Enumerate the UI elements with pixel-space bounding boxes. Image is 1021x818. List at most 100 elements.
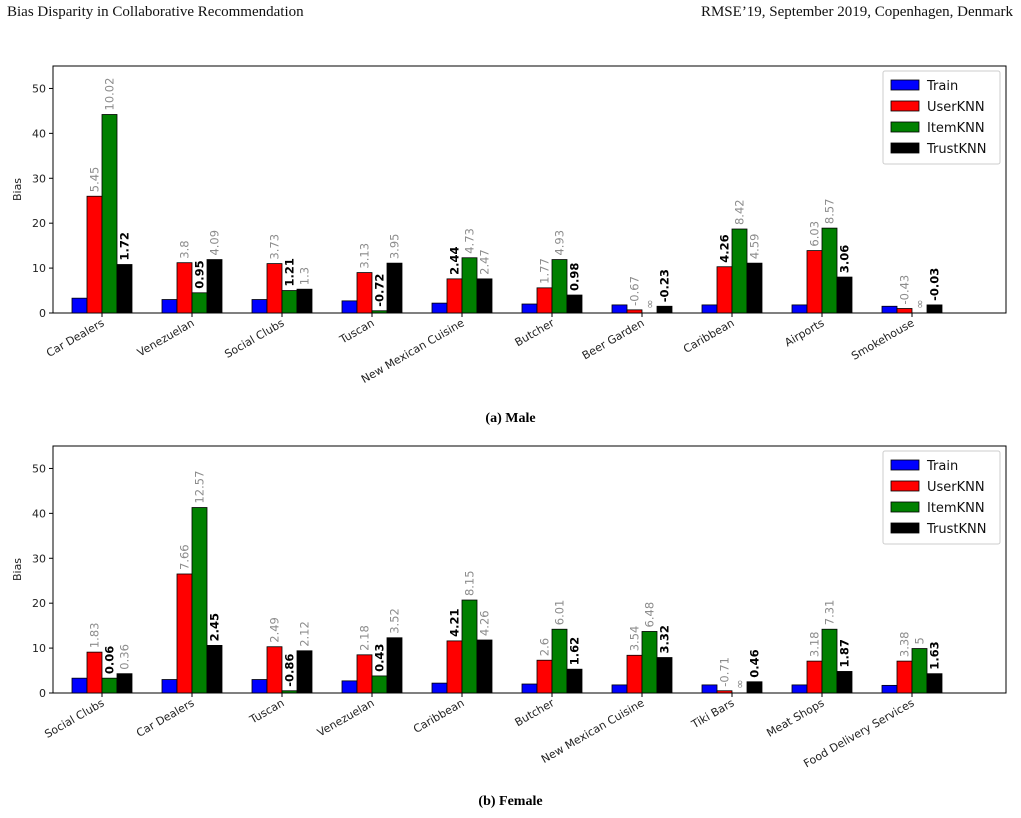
male-bar-tuscan-userknn: [356, 272, 373, 314]
female-bar-tuscan-itemknn: [281, 690, 298, 694]
female-bar-social-clubs-userknn: [86, 651, 103, 694]
female-bar-new-mexican-cuisine-train: [611, 684, 628, 694]
male-xtick-label-social-clubs: Social Clubs: [222, 316, 286, 361]
female-bar-caribbean-userknn: [446, 640, 463, 694]
female-bar-car-dealers-train: [161, 679, 178, 694]
female-bar-butcher-itemknn: [551, 628, 568, 694]
male-xtick-label-airports: Airports: [782, 316, 826, 349]
female-xtick-label-butcher: Butcher: [513, 696, 557, 729]
female-data-label-butcher-userknn: 2.6: [538, 638, 552, 656]
male-data-label-beer-garden-itemknn: ∞: [643, 299, 657, 309]
female-bar-meat-shops-trustknn: [836, 671, 853, 694]
female-bar-tuscan-train: [251, 679, 268, 694]
female-data-label-car-dealers-trustknn: 2.45: [208, 613, 222, 641]
female-data-label-venezuelan-itemknn: 0.43: [373, 644, 387, 672]
male-bias-bar-chart: 0 10 20 30 40 50 Bias 5.45 10.02 1.72 Car Dealers 3…: [11, 65, 1007, 386]
male-legend-swatch-train: [890, 79, 920, 91]
male-bar-butcher-trustknn: [566, 294, 583, 314]
male-bar-social-clubs-train: [251, 299, 268, 314]
female-xtick-label-meat-shops: Meat Shops: [764, 696, 826, 739]
male-data-label-airports-itemknn: 8.57: [823, 199, 837, 225]
female-data-label-caribbean-userknn: 4.21: [448, 609, 462, 637]
female-data-label-food-delivery-services-itemknn: 5: [913, 637, 927, 644]
female-ytick-label-10: 10: [32, 642, 46, 655]
female-xtick-label-tuscan: Tuscan: [247, 696, 287, 727]
female-bar-car-dealers-userknn: [176, 573, 193, 694]
female-bar-tuscan-userknn: [266, 646, 283, 694]
female-data-label-meat-shops-userknn: 3.18: [808, 632, 822, 658]
male-data-label-caribbean-userknn: 4.26: [718, 234, 732, 262]
female-xtick-label-caribbean: Caribbean: [411, 696, 466, 735]
male-bar-beer-garden-userknn: [626, 309, 643, 314]
female-data-label-butcher-itemknn: 6.01: [553, 600, 567, 626]
male-legend-swatch-trustknn: [890, 142, 920, 154]
male-bar-car-dealers-itemknn: [101, 114, 118, 314]
female-bar-social-clubs-train: [71, 677, 88, 694]
female-bar-butcher-trustknn: [566, 668, 583, 694]
female-data-label-car-dealers-itemknn: 12.57: [193, 471, 207, 504]
male-bar-tuscan-trustknn: [386, 262, 403, 314]
male-data-label-caribbean-trustknn: 4.59: [748, 234, 762, 260]
female-data-label-butcher-trustknn: 1.62: [568, 637, 582, 665]
male-bar-new-mexican-cuisine-itemknn: [461, 257, 478, 314]
male-data-label-airports-trustknn: 3.06: [838, 245, 852, 273]
male-data-label-venezuelan-userknn: 3.8: [178, 240, 192, 258]
female-legend-swatch-trustknn: [890, 522, 920, 534]
female-data-label-new-mexican-cuisine-itemknn: 6.48: [643, 602, 657, 628]
male-data-label-beer-garden-trustknn: -0.23: [658, 269, 672, 302]
male-bar-car-dealers-train: [71, 297, 88, 314]
female-bar-social-clubs-itemknn: [101, 677, 118, 694]
female-data-label-food-delivery-services-trustknn: 1.63: [928, 641, 942, 669]
male-chart-caption: (a) Male: [485, 411, 536, 426]
female-bar-tiki-bars-trustknn: [746, 681, 763, 694]
female-data-label-new-mexican-cuisine-userknn: 3.54: [628, 626, 642, 652]
male-data-label-venezuelan-itemknn: 0.95: [193, 260, 207, 288]
female-xtick-label-venezuelan: Venezuelan: [315, 696, 376, 739]
male-data-label-beer-garden-userknn: -0.67: [628, 276, 642, 306]
female-bar-butcher-train: [521, 683, 538, 694]
male-bar-venezuelan-itemknn: [191, 292, 208, 314]
male-ytick-label-50: 50: [32, 82, 46, 95]
female-data-label-car-dealers-userknn: 7.66: [178, 544, 192, 570]
female-bar-tuscan-trustknn: [296, 650, 313, 694]
male-data-label-car-dealers-itemknn: 10.02: [103, 78, 117, 111]
female-legend-label-train: Train: [926, 459, 958, 474]
male-data-label-tuscan-userknn: 3.13: [358, 243, 372, 269]
running-head-title: Bias Disparity in Collaborative Recommen…: [7, 4, 304, 20]
female-bar-caribbean-itemknn: [461, 599, 478, 694]
male-legend-label-itemknn: ItemKNN: [927, 121, 985, 136]
female-bar-meat-shops-userknn: [806, 660, 823, 694]
male-bar-airports-trustknn: [836, 276, 853, 314]
male-bar-butcher-train: [521, 303, 538, 314]
male-bar-beer-garden-trustknn: [656, 305, 673, 314]
female-data-label-tiki-bars-trustknn: 0.46: [748, 649, 762, 677]
female-bias-bar-chart: 0 10 20 30 40 50 Bias 1.830.06 0.36 Social Clubs 7…: [11, 445, 1007, 770]
running-head-venue: RMSE’19, September 2019, Copenhagen, Den…: [700, 4, 1013, 20]
male-bar-social-clubs-itemknn: [281, 290, 298, 314]
female-ytick-label-30: 30: [32, 552, 46, 565]
female-bar-venezuelan-itemknn: [371, 675, 388, 694]
male-bar-butcher-itemknn: [551, 259, 568, 314]
female-data-label-tiki-bars-itemknn: ∞: [733, 679, 747, 689]
female-data-label-social-clubs-userknn: 1.83: [88, 623, 102, 649]
female-data-label-food-delivery-services-userknn: 3.38: [898, 632, 912, 658]
female-ytick-label-50: 50: [32, 462, 46, 475]
male-bar-caribbean-trustknn: [746, 262, 763, 314]
male-bar-new-mexican-cuisine-train: [431, 302, 448, 314]
male-legend-label-train: Train: [926, 79, 958, 94]
male-bar-venezuelan-train: [161, 299, 178, 314]
female-ylabel: Bias: [11, 558, 24, 581]
male-data-label-tuscan-trustknn: 3.95: [388, 234, 402, 260]
female-chart-caption: (b) Female: [478, 794, 543, 809]
male-bar-tuscan-itemknn: [371, 310, 388, 314]
female-legend-label-userknn: UserKNN: [927, 480, 985, 495]
female-data-label-meat-shops-itemknn: 7.31: [823, 600, 837, 626]
female-bar-new-mexican-cuisine-userknn: [626, 654, 643, 694]
male-xtick-label-caribbean: Caribbean: [681, 316, 736, 355]
male-bar-new-mexican-cuisine-trustknn: [476, 278, 493, 314]
female-legend-label-trustknn: TrustKNN: [926, 522, 986, 537]
female-legend-label-itemknn: ItemKNN: [927, 501, 985, 516]
female-data-label-tiki-bars-userknn: -0.71: [718, 657, 732, 687]
female-bar-tiki-bars-userknn: [716, 690, 733, 694]
female-bar-caribbean-trustknn: [476, 639, 493, 694]
